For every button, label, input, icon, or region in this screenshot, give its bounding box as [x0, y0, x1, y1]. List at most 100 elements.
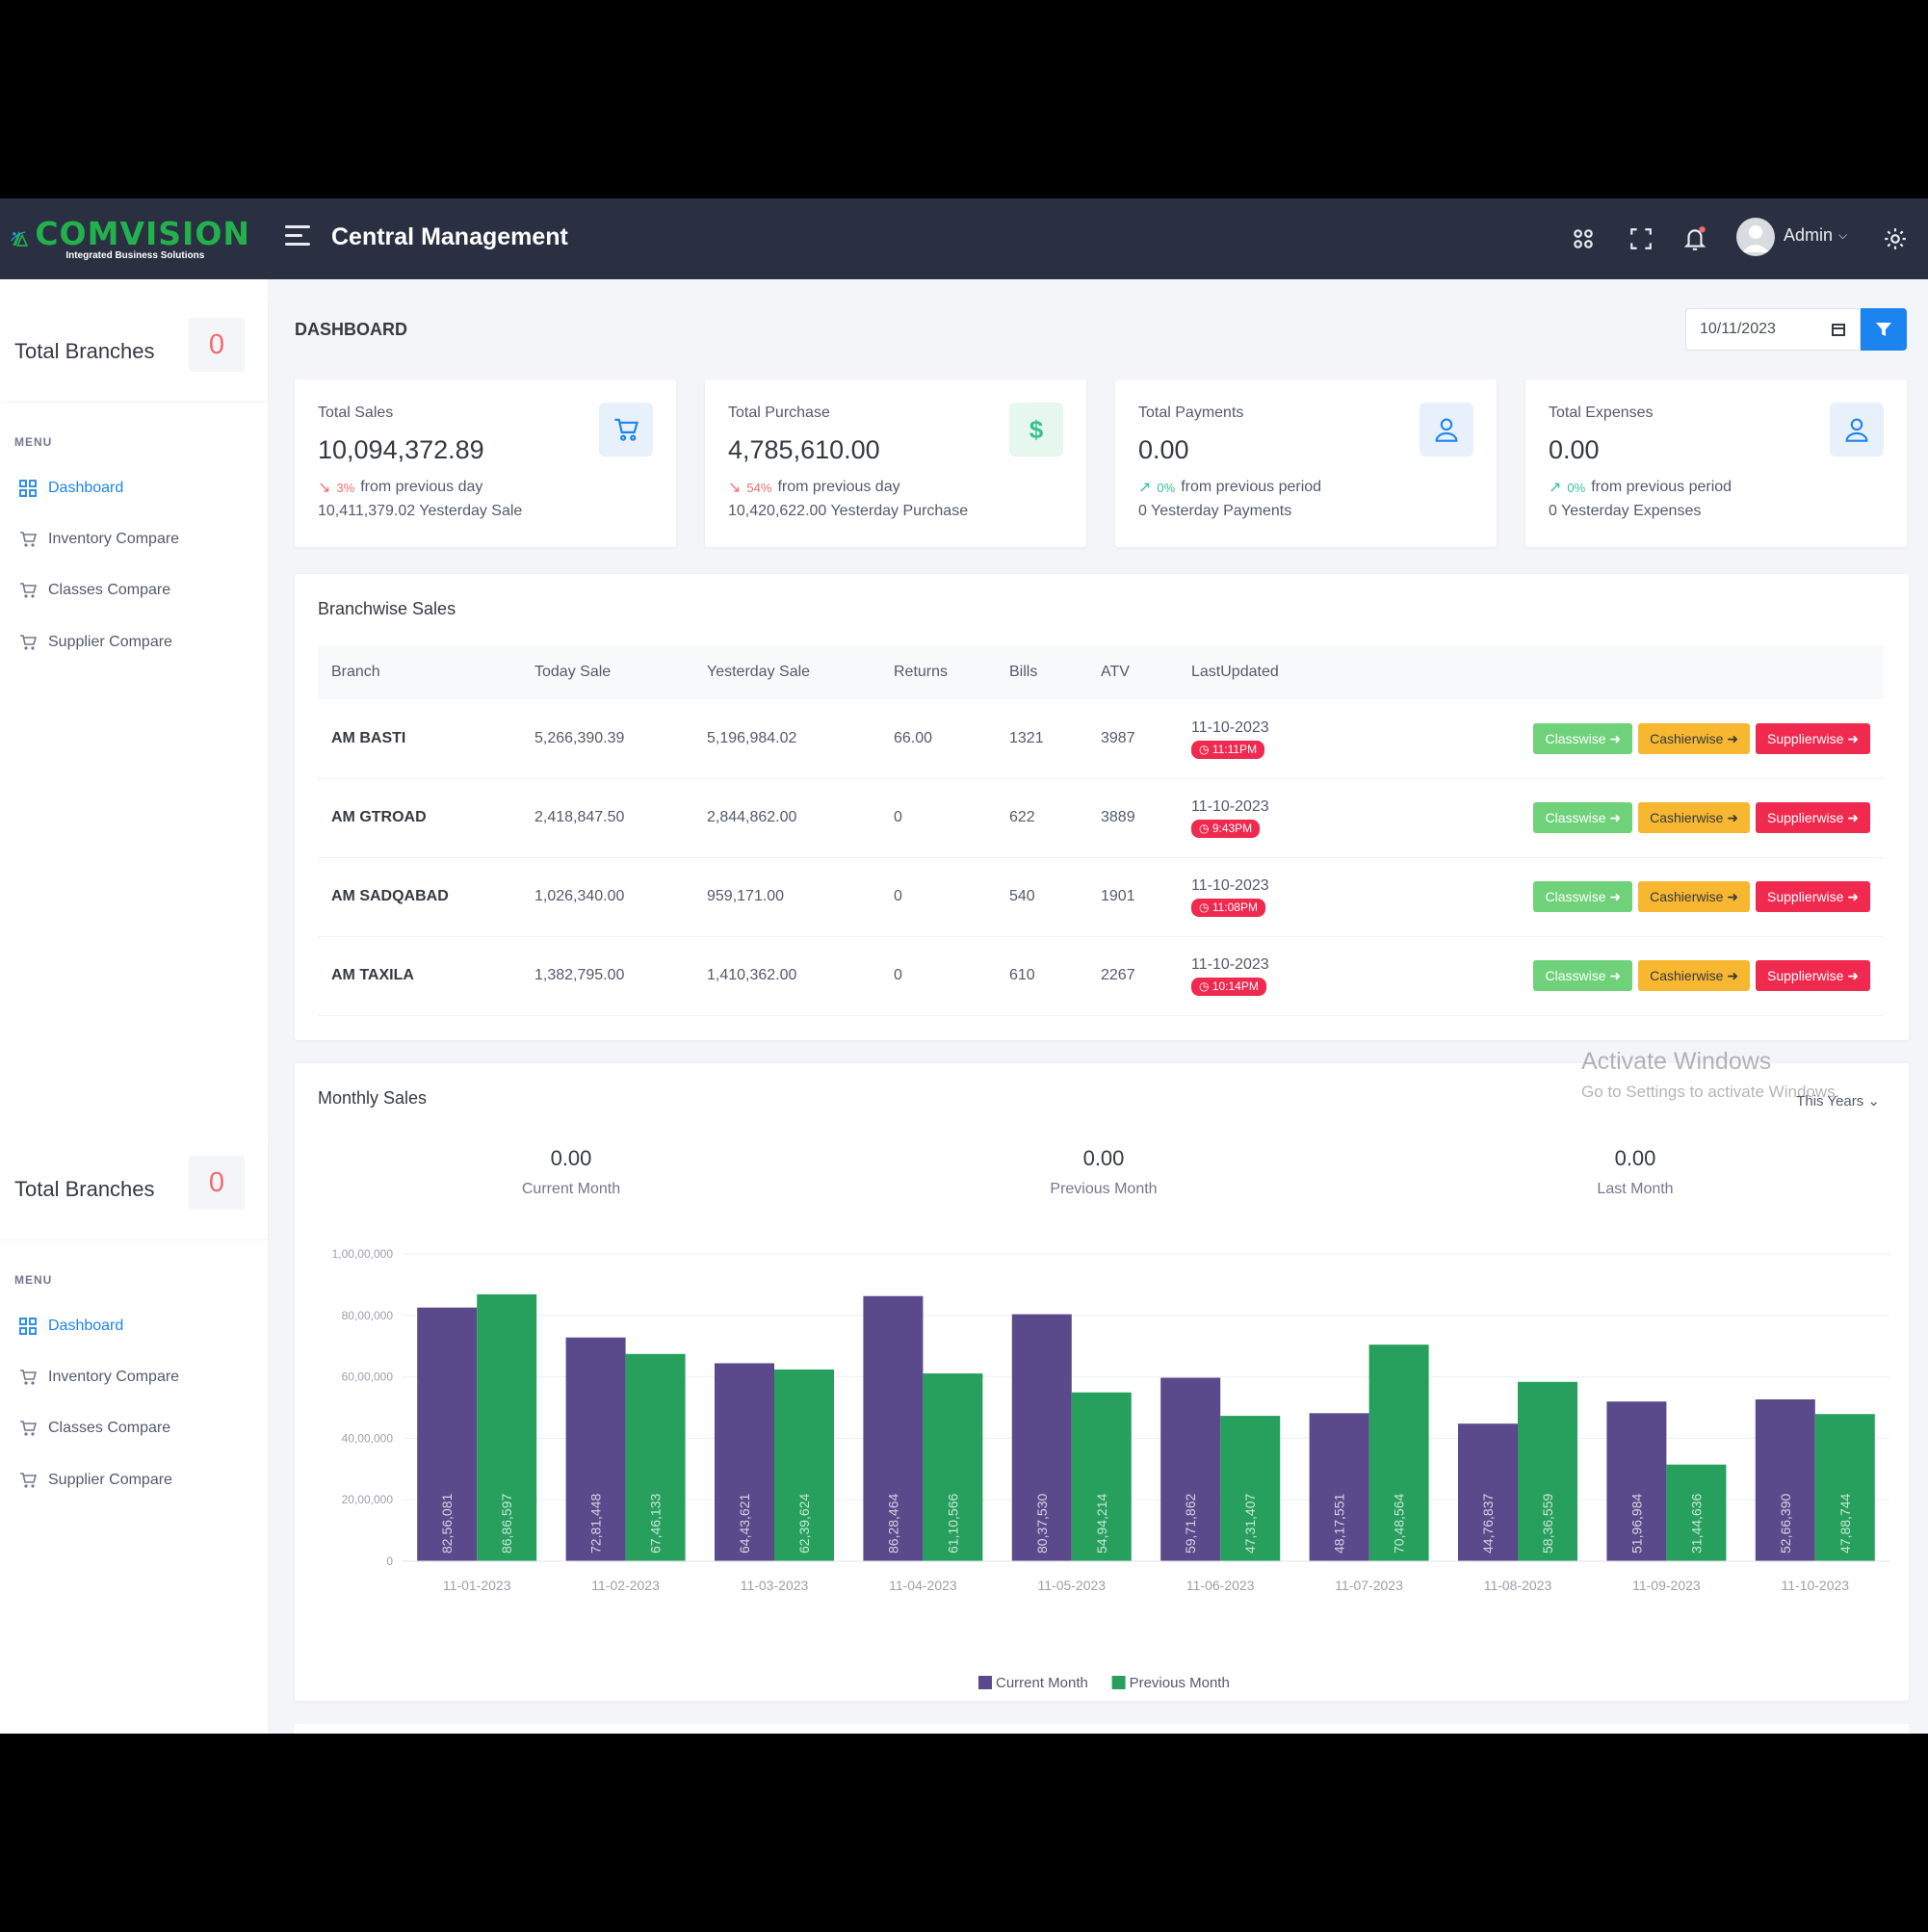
bar	[1755, 1399, 1815, 1561]
supplierwise-button[interactable]: Supplierwise ➜	[1756, 802, 1870, 833]
cart-icon	[599, 403, 653, 457]
sidebar-item-supplier-compare[interactable]: Supplier Compare	[19, 634, 172, 651]
bell-icon[interactable]	[1680, 223, 1710, 254]
cell-today-sale: 2,418,847.50	[521, 778, 693, 858]
hamburger-menu-icon[interactable]	[285, 225, 310, 248]
bar-data-label: 67,46,133	[648, 1494, 664, 1553]
legend-label: Previous Month	[1130, 1675, 1230, 1691]
legend-label: Current Month	[996, 1675, 1088, 1691]
supplierwise-button[interactable]: Supplierwise ➜	[1756, 960, 1870, 991]
col-today-sale: Today Sale	[521, 645, 693, 699]
cell-bills: 622	[996, 778, 1087, 858]
bar	[863, 1295, 924, 1561]
gear-icon[interactable]	[1880, 223, 1911, 254]
kpi-label: Previous Month	[1050, 1181, 1158, 1197]
table-header-row: Branch Today Sale Yesterday Sale Returns…	[318, 645, 1884, 699]
cell-returns: 66.00	[880, 699, 996, 779]
sidebar-item-dashboard[interactable]: Dashboard	[19, 1318, 123, 1335]
cell-last-updated: 11-10-2023 ◷ 10:14PM	[1178, 936, 1370, 1016]
bar-data-label: 51,96,984	[1628, 1494, 1644, 1553]
bar-data-label: 48,17,551	[1332, 1494, 1347, 1553]
x-tick-label: 11-07-2023	[1335, 1578, 1403, 1593]
stat-value: 0.00	[1138, 435, 1189, 464]
time-value: 11:11PM	[1212, 743, 1258, 757]
sidebar-item-dashboard[interactable]: Dashboard	[19, 480, 123, 497]
stat-card-total-purchase: Total Purchase 4,785,610.00 ↘ 54% from pre…	[705, 379, 1086, 547]
bar-data-label: 31,44,636	[1688, 1494, 1704, 1553]
sidebar-item-inventory-compare[interactable]: Inventory Compare	[19, 531, 179, 548]
time-value: 9:43PM	[1212, 822, 1253, 836]
cell-returns: 0	[880, 778, 996, 858]
classwise-button[interactable]: Classwise ➜	[1533, 802, 1633, 833]
cell-actions: Classwise ➜ Cashierwise ➜ Supplierwise ➜	[1370, 936, 1884, 1016]
dashboard-icon	[19, 480, 37, 497]
x-tick-label: 11-02-2023	[591, 1578, 660, 1593]
stat-change: ↗ 0% from previous period	[1549, 478, 1732, 497]
filter-button[interactable]	[1861, 308, 1907, 351]
apps-icon[interactable]	[1568, 223, 1599, 254]
sidebar-item-label: Inventory Compare	[48, 531, 180, 547]
branchwise-sales-panel: Branchwise Sales Branch Today Sale Yeste…	[295, 574, 1909, 1040]
cell-bills: 1321	[996, 699, 1087, 779]
cell-actions: Classwise ➜ Cashierwise ➜ Supplierwise ➜	[1370, 857, 1884, 937]
button-label: Cashierwise	[1650, 889, 1724, 904]
cart-icon	[20, 1473, 37, 1488]
legend-swatch	[1111, 1676, 1126, 1689]
supplierwise-button[interactable]: Supplierwise ➜	[1756, 881, 1870, 912]
cell-returns: 0	[880, 857, 996, 937]
cashierwise-button[interactable]: Cashierwise ➜	[1638, 802, 1750, 833]
fullscreen-icon[interactable]	[1626, 223, 1656, 254]
cell-last-updated: 11-10-2023 ◷ 9:43PM	[1178, 778, 1370, 858]
supplierwise-button[interactable]: Supplierwise ➜	[1756, 722, 1870, 754]
app-title: Central Management	[331, 223, 568, 250]
filter-icon	[1876, 323, 1891, 336]
total-branches-card: Total Branches 0	[0, 1136, 268, 1239]
y-tick-label: 80,00,000	[342, 1309, 394, 1322]
total-branches-count: 0	[189, 1156, 245, 1210]
table-row: AM TAXILA 1,382,795.00 1,410,362.00 0 61…	[318, 936, 1884, 1016]
user-menu[interactable]: Admin ⌵	[1784, 225, 1847, 246]
col-branch: Branch	[318, 645, 521, 699]
user-name: Admin	[1784, 225, 1834, 245]
classwise-button[interactable]: Classwise ➜	[1533, 960, 1633, 991]
avatar[interactable]	[1736, 218, 1775, 256]
time-badge: ◷ 9:43PM	[1191, 820, 1261, 838]
stat-card-total-sales: Total Sales 10,094,372.89 ↘ 3% from previo…	[295, 379, 676, 547]
cell-atv: 3987	[1087, 699, 1178, 779]
panel-title: Monthly Sales	[318, 1088, 428, 1108]
page-title: DASHBOARD	[295, 320, 407, 339]
monthly-sales-panel: Monthly Sales This Years ⌄ 0.00 Current M…	[295, 1063, 1909, 1701]
sidebar-item-classes-compare[interactable]: Classes Compare	[19, 582, 170, 599]
date-input[interactable]: 10/11/2023	[1685, 308, 1861, 351]
date-value: 10/11/2023	[1700, 321, 1776, 337]
cell-branch: AM GTROAD	[318, 778, 521, 858]
cashierwise-button[interactable]: Cashierwise ➜	[1638, 960, 1750, 991]
last-updated-date: 11-10-2023	[1191, 956, 1269, 974]
cell-branch: AM BASTI	[318, 699, 521, 779]
cell-returns: 0	[880, 936, 996, 1016]
stat-change-pct: 3%	[336, 480, 355, 495]
sidebar-item-inventory-compare[interactable]: Inventory Compare	[19, 1369, 179, 1386]
period-select[interactable]: This Years ⌄	[1796, 1092, 1880, 1110]
sidebar-item-classes-compare[interactable]: Classes Compare	[19, 1420, 170, 1437]
cell-today-sale: 5,266,390.39	[521, 699, 693, 779]
x-tick-label: 11-05-2023	[1038, 1578, 1107, 1593]
y-tick-label: 60,00,000	[342, 1371, 394, 1384]
col-bills: Bills	[996, 645, 1087, 699]
col-atv: ATV	[1087, 645, 1178, 699]
sidebar-item-label: Supplier Compare	[48, 1472, 172, 1488]
classwise-button[interactable]: Classwise ➜	[1533, 722, 1633, 754]
stat-value: 0.00	[1549, 435, 1600, 464]
menu-title: MENU	[14, 435, 53, 449]
col-returns: Returns	[880, 645, 996, 699]
classwise-button[interactable]: Classwise ➜	[1533, 881, 1633, 912]
cashierwise-button[interactable]: Cashierwise ➜	[1638, 722, 1750, 754]
kpi-current-month: 0.00 Current Month	[378, 1146, 764, 1198]
bar	[1518, 1381, 1577, 1561]
sidebar-item-supplier-compare[interactable]: Supplier Compare	[19, 1472, 172, 1489]
calendar-icon[interactable]	[1831, 322, 1846, 337]
button-label: Supplierwise	[1767, 968, 1844, 983]
bar-data-label: 86,28,464	[885, 1494, 900, 1553]
brand-logo[interactable]: COMVISION Integrated Business Solutions	[10, 212, 250, 266]
cashierwise-button[interactable]: Cashierwise ➜	[1638, 881, 1750, 912]
